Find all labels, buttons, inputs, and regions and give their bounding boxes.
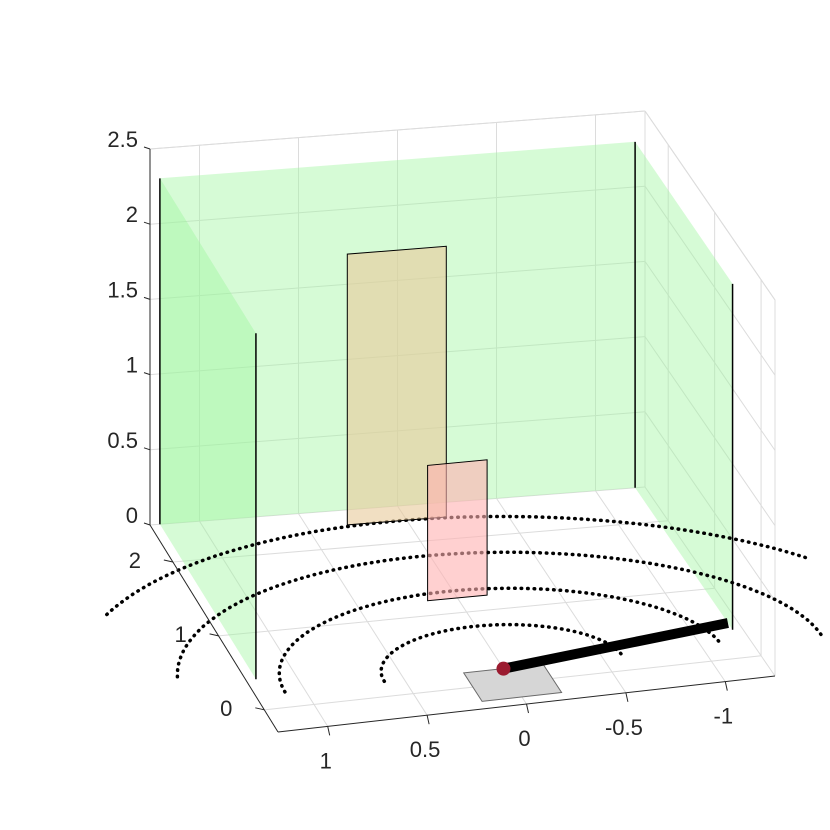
y-tick-mark: [163, 559, 173, 563]
y-tick-label: 1: [174, 622, 186, 647]
dotted-arc: [277, 586, 724, 694]
x-tick-mark: [526, 703, 529, 714]
x-tick-mark: [426, 715, 430, 725]
dotted-arc: [379, 622, 625, 684]
z-tick-mark: [143, 522, 151, 526]
box-edge: [149, 110, 646, 150]
z-tick-mark: [143, 296, 151, 300]
x-tick-mark: [724, 681, 728, 691]
z-tick-label: 2.5: [107, 127, 138, 152]
z-tick-label: 0: [126, 503, 138, 528]
floor-grid-y: [218, 587, 715, 637]
marker-point: [496, 661, 511, 676]
pink-panel: [427, 459, 488, 602]
wall-edges: [159, 141, 734, 680]
green-left-wall: [159, 178, 256, 680]
x-tick-label: 1: [320, 748, 332, 773]
z-tick-mark: [143, 146, 151, 150]
tan-panel: [346, 245, 447, 526]
side-grid-z: [644, 336, 776, 526]
y-tick-mark: [255, 707, 265, 711]
z-tick-label: 0.5: [107, 428, 138, 453]
back-grid-z: [149, 185, 646, 225]
y-tick-label: 0: [220, 696, 232, 721]
side-grid-z: [644, 486, 776, 677]
thick-bar: [502, 618, 729, 674]
x-tick-label: -0.5: [605, 715, 643, 740]
gray-square: [462, 663, 563, 702]
z-tick-label: 2: [126, 202, 138, 227]
panels: [346, 245, 729, 676]
z-tick-label: 1.5: [107, 277, 138, 302]
floor-grid-x: [595, 490, 726, 682]
z-tick-label: 1: [126, 353, 138, 378]
dotted-arc: [105, 514, 813, 617]
y-axis-line: [149, 524, 279, 733]
z-tick-mark: [143, 221, 151, 225]
side-grid-z: [644, 411, 776, 602]
x-tick-label: 0: [518, 726, 530, 751]
x-tick-mark: [625, 692, 629, 702]
green-right-wall: [635, 141, 733, 630]
x-tick-mark: [327, 726, 331, 736]
y-tick-label: 2: [129, 548, 141, 573]
x-tick-label: -1: [714, 704, 734, 729]
floor-grid-x: [496, 498, 627, 694]
y-tick-mark: [209, 633, 219, 637]
box-edge: [644, 110, 776, 301]
z-tick-mark: [143, 447, 151, 451]
axes: [143, 146, 776, 736]
tick-labels: 1 0.5 0 -0.5 -1 0 1 2 0 0.5 1 1.5 2 2.5: [107, 127, 733, 773]
x-tick-label: 0.5: [410, 737, 441, 762]
side-grid-z: [644, 185, 776, 376]
z-tick-mark: [143, 372, 151, 376]
floor-grid-x: [298, 513, 428, 716]
side-grid-z: [644, 261, 776, 451]
